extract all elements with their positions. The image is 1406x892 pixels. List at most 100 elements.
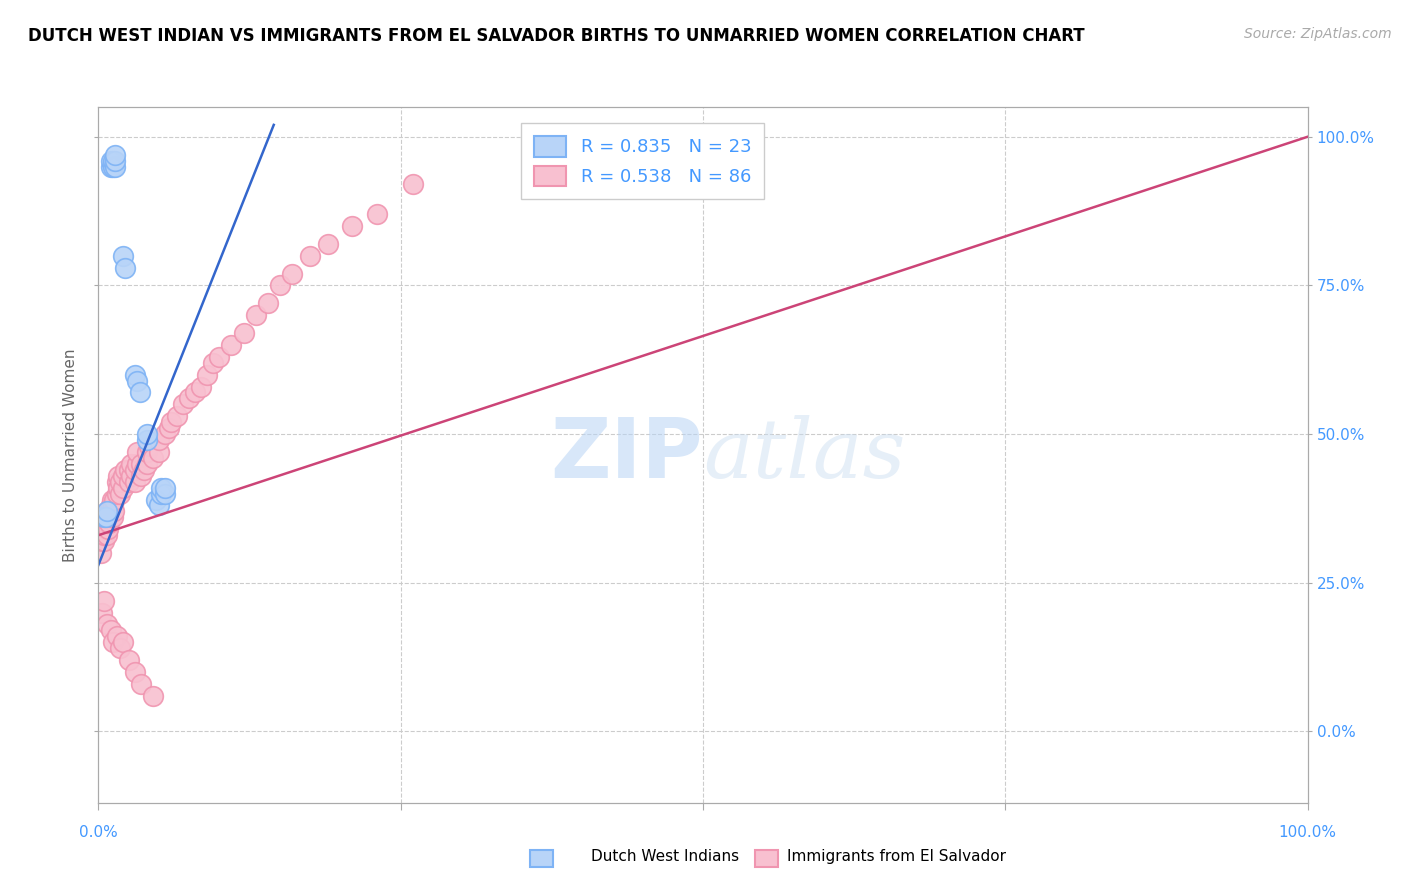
Point (138, 439, 160, 453)
Point (96, 504, 118, 518)
Point (103, 504, 125, 518)
Point (135, 445, 157, 459)
Text: 0.0%: 0.0% (79, 825, 118, 840)
Point (101, 510, 124, 524)
Text: ZIP: ZIP (551, 415, 703, 495)
Point (256, 296, 278, 310)
Point (97, 522, 120, 536)
Point (118, 653, 141, 667)
Point (135, 457, 157, 471)
Point (127, 457, 149, 471)
Point (101, 153, 124, 168)
Point (153, 481, 176, 495)
Point (94, 510, 117, 524)
Point (148, 445, 170, 459)
Point (100, 160, 122, 174)
Point (179, 392, 201, 406)
FancyBboxPatch shape (530, 849, 553, 867)
Point (100, 624, 122, 638)
Point (89, 528, 111, 542)
Text: DUTCH WEST INDIAN VS IMMIGRANTS FROM EL SALVADOR BIRTHS TO UNMARRIED WOMEN CORRE: DUTCH WEST INDIAN VS IMMIGRANTS FROM EL … (28, 27, 1085, 45)
Point (111, 481, 134, 495)
FancyBboxPatch shape (755, 849, 778, 867)
Point (316, 236, 339, 251)
Point (93, 593, 115, 607)
Point (366, 207, 388, 221)
Point (135, 427, 157, 442)
Point (402, 178, 425, 192)
Point (129, 457, 152, 471)
Point (114, 260, 136, 275)
Point (91, 516, 114, 531)
Point (111, 468, 134, 483)
Point (93, 516, 115, 531)
Point (269, 278, 291, 293)
Point (153, 427, 176, 442)
Point (299, 249, 322, 263)
Point (98, 516, 121, 531)
Point (221, 338, 243, 352)
Point (100, 499, 122, 513)
Point (100, 504, 122, 518)
Point (107, 481, 129, 495)
Point (128, 385, 150, 400)
Text: Dutch West Indians: Dutch West Indians (591, 849, 738, 863)
Point (111, 635, 134, 649)
Point (108, 641, 131, 656)
Point (245, 308, 267, 322)
Point (100, 153, 122, 168)
Point (157, 421, 180, 435)
Point (114, 463, 136, 477)
Point (153, 486, 176, 500)
Point (105, 475, 128, 489)
Point (91, 606, 114, 620)
Point (148, 499, 170, 513)
Point (195, 368, 218, 382)
Point (129, 468, 152, 483)
Point (96, 504, 118, 518)
Point (127, 445, 149, 459)
Text: Immigrants from El Salvador: Immigrants from El Salvador (787, 849, 1007, 863)
Point (96, 617, 118, 632)
Point (101, 499, 124, 513)
Legend: R = 0.835   N = 23, R = 0.538   N = 86: R = 0.835 N = 23, R = 0.538 N = 86 (522, 123, 763, 199)
Point (232, 326, 254, 340)
Point (129, 677, 152, 691)
Point (190, 379, 212, 393)
Point (148, 433, 170, 447)
Point (107, 468, 129, 483)
Point (124, 368, 146, 382)
Point (100, 510, 122, 524)
Point (90, 546, 112, 560)
Point (94, 510, 117, 524)
Point (96, 528, 118, 542)
Point (98, 504, 121, 518)
Y-axis label: Births to Unmarried Women: Births to Unmarried Women (63, 348, 79, 562)
Point (108, 486, 131, 500)
Point (202, 356, 225, 370)
Point (124, 665, 146, 679)
Point (124, 463, 146, 477)
Point (97, 510, 120, 524)
Point (120, 457, 142, 471)
Point (342, 219, 364, 233)
Point (134, 463, 156, 477)
Point (142, 689, 165, 703)
Point (172, 397, 194, 411)
Point (150, 481, 173, 495)
Point (160, 415, 183, 429)
Point (105, 629, 128, 643)
Point (108, 475, 131, 489)
Text: Source: ZipAtlas.com: Source: ZipAtlas.com (1244, 27, 1392, 41)
Point (103, 492, 125, 507)
Point (118, 463, 141, 477)
Point (208, 350, 231, 364)
Point (105, 486, 128, 500)
Point (104, 160, 127, 174)
Point (94, 522, 117, 536)
Point (124, 475, 146, 489)
Point (118, 475, 141, 489)
Point (184, 385, 207, 400)
Point (145, 492, 167, 507)
Point (111, 249, 134, 263)
